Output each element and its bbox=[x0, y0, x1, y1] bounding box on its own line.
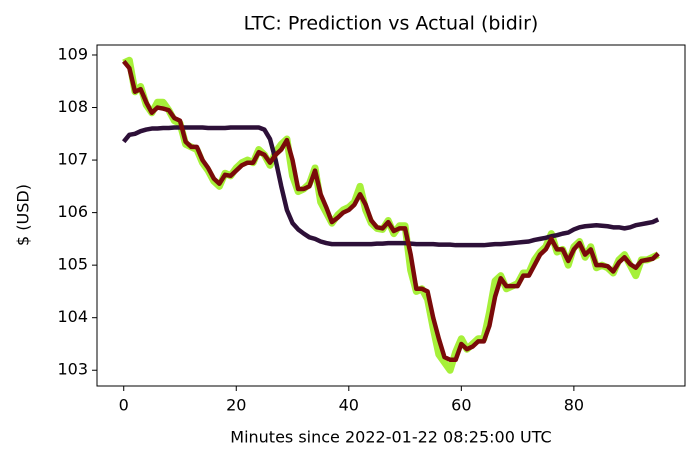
y-tick-label: 103 bbox=[57, 360, 88, 379]
y-axis-label: $ (USD) bbox=[14, 184, 33, 246]
x-tick-label: 40 bbox=[339, 396, 359, 415]
x-tick-label: 20 bbox=[226, 396, 246, 415]
series-line bbox=[121, 59, 660, 362]
y-tick-label: 104 bbox=[57, 307, 88, 326]
series-line bbox=[121, 125, 660, 248]
x-tick-label: 80 bbox=[564, 396, 584, 415]
plot-frame bbox=[96, 44, 686, 387]
x-axis-label: Minutes since 2022-01-22 08:25:00 UTC bbox=[230, 428, 551, 447]
y-tick-label: 107 bbox=[57, 150, 88, 169]
y-tick-label: 109 bbox=[57, 44, 88, 63]
y-tick-label: 108 bbox=[57, 97, 88, 116]
y-tick-label: 106 bbox=[57, 202, 88, 221]
x-tick-label: 60 bbox=[451, 396, 471, 415]
y-tick-label: 105 bbox=[57, 255, 88, 274]
series-line bbox=[122, 56, 660, 374]
chart-title: LTC: Prediction vs Actual (bidir) bbox=[244, 13, 539, 35]
x-tick-label: 0 bbox=[119, 396, 129, 415]
